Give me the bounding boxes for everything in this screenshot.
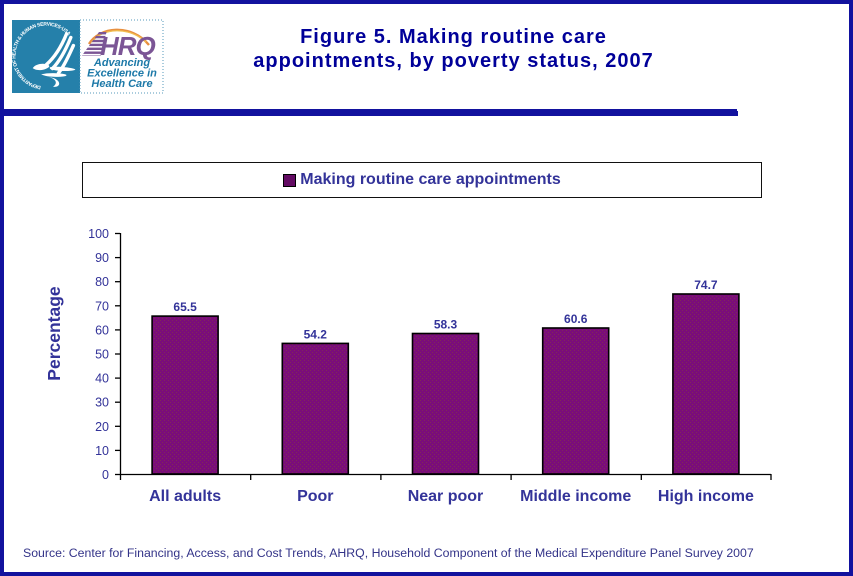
svg-text:10: 10 <box>95 444 109 458</box>
svg-text:100: 100 <box>88 227 109 241</box>
svg-text:74.7: 74.7 <box>694 278 718 292</box>
svg-text:60.6: 60.6 <box>564 312 588 326</box>
svg-text:Excellence in: Excellence in <box>87 68 157 80</box>
svg-text:90: 90 <box>95 251 109 265</box>
svg-text:High income: High income <box>658 488 754 505</box>
svg-text:Near poor: Near poor <box>408 488 484 505</box>
svg-text:65.5: 65.5 <box>173 300 197 314</box>
svg-text:20: 20 <box>95 420 109 434</box>
svg-text:58.3: 58.3 <box>434 318 458 332</box>
svg-text:Middle income: Middle income <box>520 488 631 505</box>
svg-text:60: 60 <box>95 323 109 337</box>
svg-text:Health Care: Health Care <box>91 78 152 90</box>
svg-text:Advancing: Advancing <box>93 57 151 69</box>
svg-text:80: 80 <box>95 275 109 289</box>
svg-text:40: 40 <box>95 372 109 386</box>
svg-text:54.2: 54.2 <box>304 327 328 341</box>
svg-text:30: 30 <box>95 396 109 410</box>
svg-text:50: 50 <box>95 348 109 362</box>
svg-text:0: 0 <box>102 468 109 482</box>
svg-text:HRQ: HRQ <box>100 31 156 61</box>
svg-text:70: 70 <box>95 299 109 313</box>
svg-text:Percentage: Percentage <box>44 286 64 381</box>
svg-text:All adults: All adults <box>149 488 221 505</box>
svg-text:Poor: Poor <box>297 488 333 505</box>
